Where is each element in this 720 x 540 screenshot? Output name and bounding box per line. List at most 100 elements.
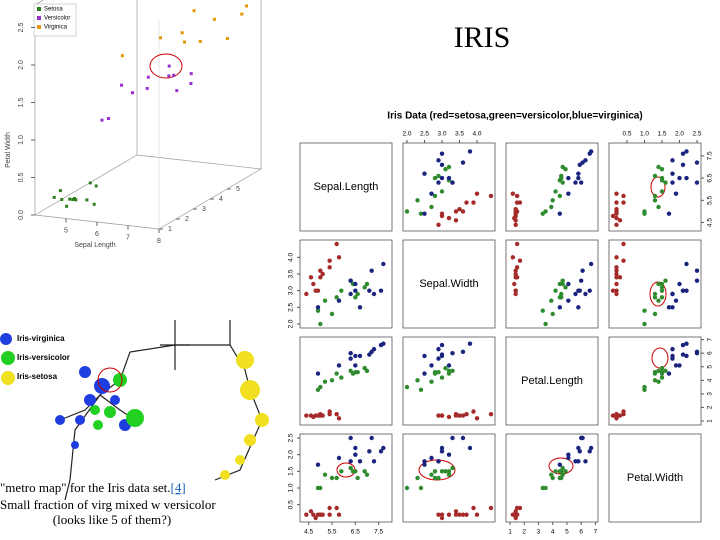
point [432,475,438,481]
variable-label: Petal.Length [521,375,583,387]
point [670,291,675,297]
panel [299,336,393,426]
point [588,149,594,154]
point [327,512,332,517]
point [357,305,363,310]
point [371,459,377,464]
point [694,160,700,165]
point [614,191,619,196]
point [580,435,585,441]
point [471,505,476,511]
point [610,288,616,293]
point [557,305,563,310]
point [422,371,427,376]
point [446,452,452,457]
point [336,363,342,368]
point [471,200,476,205]
caption-ref[interactable]: [4] [171,480,186,495]
point [353,288,358,293]
panel [402,142,496,232]
point [659,375,665,380]
point [404,209,410,214]
point [656,368,661,374]
point [336,416,342,421]
point [652,378,658,383]
y-tick-label: 5 [707,365,714,369]
point [576,305,581,310]
point [514,193,520,199]
point [348,291,353,297]
point [573,180,578,185]
point [576,175,581,181]
x-tick-label: 4 [551,529,555,536]
point [543,321,548,327]
point-3d [189,82,193,85]
point [684,261,689,267]
point [429,204,434,210]
x-tick-label: 2.5 [420,131,429,138]
panel [299,142,393,232]
point [369,268,374,273]
point [514,200,520,205]
point [311,281,316,287]
point [614,209,619,214]
point [436,356,441,361]
x-tick-label: 7 [594,529,598,536]
point [680,342,686,348]
point [549,472,554,477]
point [439,162,445,167]
point [315,462,321,467]
metro-legend-label: Iris-versicolor [17,353,70,362]
point [566,281,571,287]
point [471,409,476,414]
point [684,353,689,359]
point [446,472,452,477]
depth-tick-label: 4 [219,196,223,203]
point [677,175,682,181]
point [371,291,377,297]
legend-label: Setosa [44,7,63,13]
point-3d [52,195,56,199]
y-tick-label: 7.5 [707,151,714,160]
point [659,285,665,290]
point [652,173,658,179]
point [614,268,619,273]
point [559,291,564,297]
point [659,295,665,300]
point [443,167,448,172]
point [488,412,494,417]
point [550,311,555,317]
x-tick-label: 5.5 [327,529,336,536]
point [432,469,438,474]
point [404,485,410,491]
point [694,268,700,273]
point [488,193,494,199]
point [339,288,344,293]
point [446,371,452,376]
x-tick-label: 7.5 [374,529,383,536]
point [439,189,445,194]
point [543,209,548,214]
point-3d [131,91,134,95]
point [560,180,565,185]
point [680,151,686,156]
point [422,459,427,464]
point [322,298,328,303]
point [460,349,466,355]
point [488,505,494,511]
point-3d [183,40,186,44]
point [439,449,445,454]
point [550,198,555,203]
point [336,255,342,260]
y-tick-label: 7 [707,337,714,341]
point [329,378,335,383]
point [327,265,332,270]
point [336,455,342,461]
point [418,485,424,491]
y-tick-label: 2 [707,405,714,409]
point [355,291,360,297]
point [304,291,309,297]
point [339,375,344,380]
point [357,459,363,464]
point-3d [175,89,179,93]
